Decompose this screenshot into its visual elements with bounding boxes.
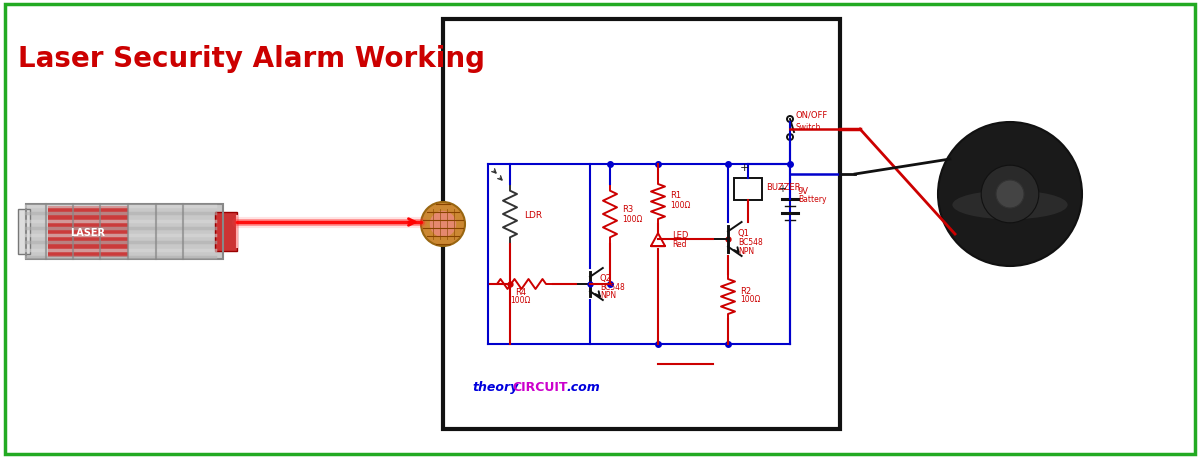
Text: +: +: [739, 162, 749, 173]
Text: Battery: Battery: [798, 195, 827, 203]
Text: +: +: [778, 184, 786, 194]
Circle shape: [996, 180, 1024, 208]
Bar: [215, 213, 238, 252]
Text: LED: LED: [672, 230, 689, 240]
Text: NPN: NPN: [600, 291, 616, 299]
Text: Q2: Q2: [600, 274, 612, 282]
Text: R4: R4: [515, 287, 526, 297]
Text: CIRCUIT: CIRCUIT: [512, 381, 568, 394]
Circle shape: [430, 211, 456, 238]
Circle shape: [787, 117, 793, 123]
Bar: [26, 205, 223, 259]
Circle shape: [982, 166, 1039, 224]
Circle shape: [938, 123, 1082, 266]
Ellipse shape: [953, 191, 1068, 220]
Circle shape: [787, 134, 793, 141]
Text: Laser Security Alarm Working: Laser Security Alarm Working: [18, 45, 485, 73]
Text: LASER: LASER: [71, 227, 106, 237]
Text: BUZZER: BUZZER: [766, 182, 800, 191]
Text: 9V: 9V: [798, 187, 809, 196]
Text: NPN: NPN: [738, 246, 754, 256]
Text: .com: .com: [566, 381, 600, 394]
Text: Switch: Switch: [796, 123, 821, 132]
Text: BC548: BC548: [600, 282, 625, 291]
Text: 100Ω: 100Ω: [740, 295, 761, 304]
Text: R1: R1: [670, 191, 682, 200]
Text: 100Ω: 100Ω: [670, 200, 690, 209]
Text: R3: R3: [622, 205, 634, 214]
Text: 100Ω: 100Ω: [510, 295, 530, 304]
Text: BC548: BC548: [738, 237, 763, 246]
Bar: [734, 179, 762, 201]
Bar: [443, 20, 840, 429]
Bar: [48, 207, 128, 257]
Text: ON/OFF: ON/OFF: [796, 111, 828, 120]
Text: theory: theory: [472, 381, 518, 394]
Bar: [18, 210, 30, 254]
Text: Q1: Q1: [738, 229, 750, 237]
Text: R2: R2: [740, 286, 751, 295]
Text: 100Ω: 100Ω: [622, 215, 642, 224]
Text: LDR: LDR: [524, 210, 542, 219]
Bar: [26, 205, 223, 259]
Text: Red: Red: [672, 240, 686, 248]
Circle shape: [421, 202, 466, 246]
